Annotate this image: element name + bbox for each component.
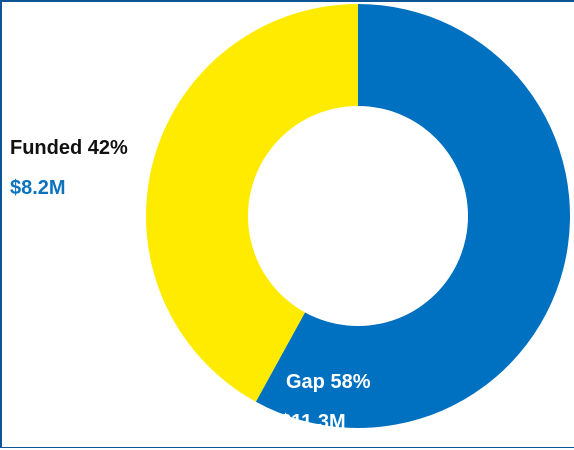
gap-amount-label: $11.3M <box>280 411 346 433</box>
funded-label: Funded 42% <box>10 137 128 159</box>
gap-label: Gap 58% <box>286 371 371 393</box>
donut-hole <box>248 106 468 326</box>
funded-amount-label: $8.2M <box>10 177 66 199</box>
